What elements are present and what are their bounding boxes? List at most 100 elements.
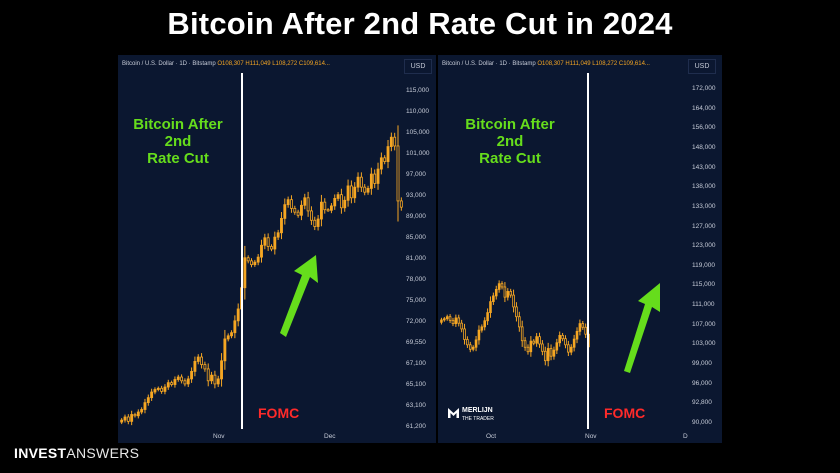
right-candle [506,291,510,298]
left-candle [246,257,250,262]
left-symbol-label: Bitcoin / U.S. Dollar · 1D · Bitstamp [122,61,216,67]
left-candle [323,201,327,211]
left-candle [170,382,174,385]
left-candle [369,173,373,189]
right-ytick: 133,000 [692,202,716,210]
left-candle [223,338,227,362]
left-candle [273,236,277,250]
left-ytick: 101,000 [406,150,430,157]
left-candle [276,232,280,238]
left-ytick: 115,000 [406,87,430,94]
right-candle [474,339,478,348]
right-ytick: 115,000 [692,281,716,289]
right-candle [451,319,455,325]
left-candle [280,218,283,234]
left-candle [226,335,230,340]
right-candle [581,323,585,328]
right-ytick: 164,000 [692,104,716,112]
right-candle [555,342,559,351]
right-candle [466,339,469,346]
left-candle [329,205,333,211]
right-candle [483,320,487,328]
right-candle [520,326,524,342]
right-xtick-nov: Nov [585,433,597,440]
left-ytick: 72,000 [406,318,426,325]
left-candle [396,145,400,202]
left-candle [306,197,310,212]
left-candle [186,378,190,385]
green-up-arrow-icon [624,283,660,373]
left-candle [120,419,124,423]
right-candle [512,294,515,308]
right-ytick: 92,800 [692,399,712,407]
right-ytick: 111,000 [692,301,715,309]
right-candle [546,348,550,362]
left-ytick: 61,200 [406,423,426,430]
right-candle [471,346,475,350]
brand-answers: ANSWERS [66,445,140,461]
left-candle [366,188,370,193]
right-ytick: 103,000 [692,340,716,348]
left-candle [166,382,170,388]
right-ytick: 143,000 [692,163,716,171]
left-candle [339,194,343,209]
left-candle [156,387,160,390]
investanswers-brand: INVESTANSWERS [14,445,139,461]
right-candle [515,306,518,318]
right-candle [457,317,461,324]
left-candle [376,168,380,184]
right-currency-selector[interactable]: USD [688,59,716,74]
left-candle [353,186,357,199]
left-candle [313,219,317,227]
page-title: Bitcoin After 2nd Rate Cut in 2024 [167,6,673,41]
right-candle [564,338,567,346]
logo-name: MERLIJN [462,407,493,414]
left-ytick: 110,000 [406,108,430,115]
left-candle [136,411,140,417]
left-currency-selector[interactable]: USD [404,59,432,74]
left-candle [250,260,253,266]
left-candle [286,199,290,206]
left-candle [349,185,353,199]
right-candle [523,340,527,348]
right-candle [529,340,533,353]
left-ytick: 89,000 [406,213,426,220]
left-candle [233,320,237,334]
left-candle [130,414,134,422]
left-candle [386,146,390,162]
right-candle [584,326,587,335]
right-xtick-d: D [683,433,688,440]
right-candle [492,295,495,303]
left-candle [196,356,200,362]
left-candle [180,376,184,382]
left-ytick: 78,000 [406,276,426,283]
left-candlestick-chart [120,125,403,426]
left-candle [143,402,147,410]
left-ytick: 97,000 [406,171,426,178]
left-candle [140,409,144,413]
left-candle [393,136,397,147]
left-candle [333,198,337,207]
right-annotation: Bitcoin After 2nd Rate Cut [465,116,555,167]
left-candle [193,361,197,372]
right-ohlc-readout: O108,307 H111,049 L108,272 C109,614... [537,61,650,67]
left-candle [356,176,360,188]
right-candle [445,316,449,320]
right-ytick: 119,000 [692,261,716,269]
right-symbol-label: Bitcoin / U.S. Dollar · 1D · Bitstamp [442,61,536,67]
left-candle [363,186,367,193]
right-ytick: 123,000 [692,242,716,250]
left-candle [210,374,213,382]
left-fomc-line [241,73,243,429]
left-candle [256,256,260,263]
left-candle [230,332,233,337]
right-ytick: 156,000 [692,124,716,132]
left-candle [373,173,377,184]
left-ohlc-readout: O108,307 H111,049 L108,272 C109,614... [217,61,330,67]
right-chart-panel: Bitcoin / U.S. Dollar · 1D · Bitstamp O1… [438,55,722,443]
right-candle [535,336,538,344]
left-ytick: 85,000 [406,234,426,241]
right-candle [497,283,501,290]
right-candle [477,329,481,341]
green-up-arrow-icon [280,255,318,337]
